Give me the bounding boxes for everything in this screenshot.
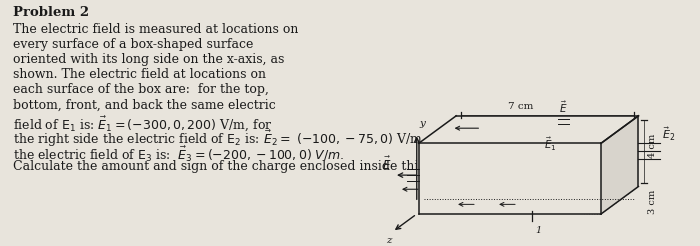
Text: $\vec{E}$: $\vec{E}$ [559, 99, 568, 115]
Text: shown. The electric field at locations on: shown. The electric field at locations o… [13, 68, 266, 81]
Text: $\vec{E}_2$: $\vec{E}_2$ [662, 126, 676, 143]
Text: the right side the electric field of $\mathrm{E_2}$ is: $\vec{E}_2 =\ (-100,-75,: the right side the electric field of $\m… [13, 129, 556, 149]
Text: the electric field of $\mathrm{E_3}$ is:  $\vec{E}_3 = (-200,-100, 0)\;V/m.$: the electric field of $\mathrm{E_3}$ is:… [13, 144, 344, 164]
Text: $\vec{E}_1$: $\vec{E}_1$ [544, 136, 556, 153]
Text: z: z [386, 236, 392, 245]
Text: 4 cm: 4 cm [648, 134, 657, 158]
Polygon shape [419, 116, 638, 143]
Text: field of $\mathrm{E_1}$ is: $\vec{E}_1 = (-300, 0, 200)$ V/m, for: field of $\mathrm{E_1}$ is: $\vec{E}_1 =… [13, 114, 272, 133]
Text: The electric field is measured at locations on: The electric field is measured at locati… [13, 23, 298, 36]
Text: $\vec{E}$: $\vec{E}$ [382, 156, 391, 173]
Text: y: y [420, 119, 426, 128]
Text: Calculate the amount and sign of the charge enclosed inside this box-shaped surf: Calculate the amount and sign of the cha… [13, 159, 552, 172]
Text: Problem 2: Problem 2 [13, 6, 89, 19]
Text: 7 cm: 7 cm [508, 102, 534, 111]
Text: bottom, front, and back the same electric: bottom, front, and back the same electri… [13, 99, 276, 112]
Text: 3 cm: 3 cm [648, 189, 657, 214]
Polygon shape [419, 143, 601, 214]
Polygon shape [601, 116, 638, 214]
Text: every surface of a box-shaped surface: every surface of a box-shaped surface [13, 38, 253, 51]
Text: 1: 1 [535, 226, 541, 235]
Text: each surface of the box are:  for the top,: each surface of the box are: for the top… [13, 83, 269, 96]
Text: oriented with its long side on the x-axis, as: oriented with its long side on the x-axi… [13, 53, 284, 66]
